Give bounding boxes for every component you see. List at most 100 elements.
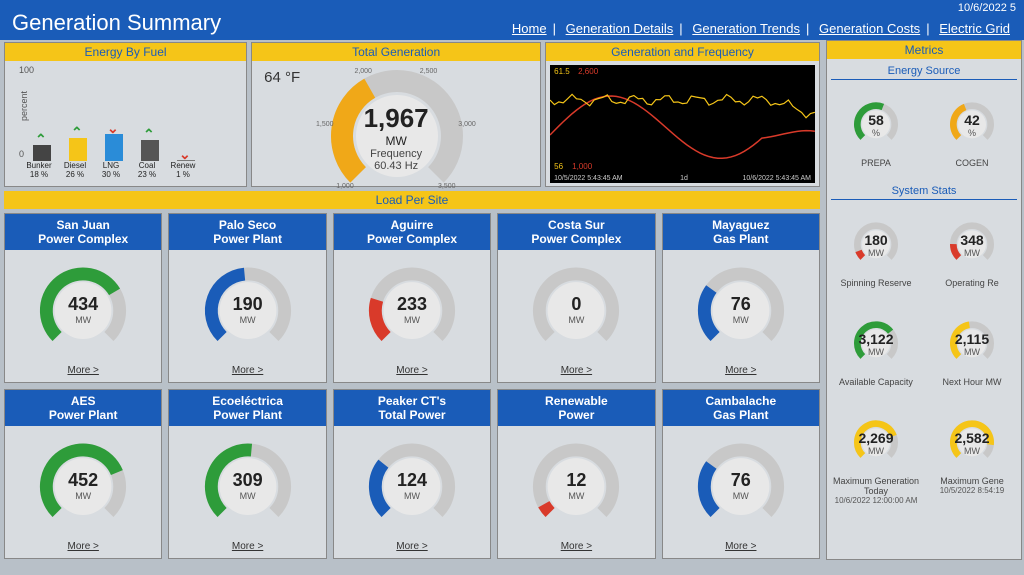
site-value: 309MW [193, 470, 303, 501]
nav-costs[interactable]: Generation Costs [819, 21, 920, 36]
fuel-bar: ⌄ [105, 134, 123, 161]
energy-bar-labels: Bunker18 %Diesel26 %LNG30 %Coal23 %Renew… [5, 161, 246, 179]
gen-freq-chart: 61.5 2,600 56 1,000 10/5/2022 5:43:45 AM… [550, 65, 815, 183]
site-title: San JuanPower Complex [5, 214, 161, 250]
site-value: 76MW [686, 470, 796, 501]
metric-gauge: 2,115MW Next Hour MW [927, 303, 1017, 398]
energy-barchart: percent 100 0 ⌃⌃⌄⌃⌄ [5, 61, 246, 161]
fuel-bar: ⌃ [141, 140, 159, 161]
total-gen-freq-label: Frequency [252, 148, 540, 160]
total-gen-title: Total Generation [252, 43, 540, 61]
site-card: CambalacheGas Plant 76MW More > [662, 389, 820, 559]
header: Generation Summary Home| Generation Deta… [0, 0, 1024, 40]
site-card: AguirrePower Complex 233MW More > [333, 213, 491, 383]
energy-source-title: Energy Source [831, 63, 1017, 80]
more-link[interactable]: More > [498, 541, 654, 552]
metric-gauge: 180MW Spinning Reserve [831, 204, 921, 299]
site-title: AESPower Plant [5, 390, 161, 426]
site-title: MayaguezGas Plant [663, 214, 819, 250]
site-value: 233MW [357, 294, 467, 325]
panel-energy-by-fuel: Energy By Fuel percent 100 0 ⌃⌃⌄⌃⌄ Bunke… [4, 42, 247, 187]
arrow-down-icon: ⌄ [179, 146, 191, 163]
more-link[interactable]: More > [663, 541, 819, 552]
metrics-title: Metrics [827, 41, 1021, 59]
total-gen-unit: MW [252, 134, 540, 148]
site-gauge: 76MW [686, 256, 796, 356]
fuel-bar: ⌄ [177, 160, 195, 161]
site-card: RenewablePower 12MW More > [497, 389, 655, 559]
gen-freq-title: Generation and Frequency [546, 43, 819, 61]
panel-gen-freq: Generation and Frequency 61.5 2,600 56 1… [545, 42, 820, 187]
fuel-bar-label: Coal23 % [133, 161, 161, 179]
site-value: 434MW [28, 294, 138, 325]
site-gauge: 0MW [521, 256, 631, 356]
site-card: AESPower Plant 452MW More > [4, 389, 162, 559]
fuel-bar: ⌃ [33, 145, 51, 161]
arrow-up-icon: ⌃ [35, 131, 47, 148]
site-title: Peaker CT'sTotal Power [334, 390, 490, 426]
site-value: 452MW [28, 470, 138, 501]
load-per-site-title: Load Per Site [4, 191, 820, 209]
fuel-bar: ⌃ [69, 138, 87, 161]
site-card: EcoeléctricaPower Plant 309MW More > [168, 389, 326, 559]
page-title: Generation Summary [12, 10, 221, 36]
site-title: RenewablePower [498, 390, 654, 426]
total-gen-value: 1,967 [252, 103, 540, 134]
energy-by-fuel-title: Energy By Fuel [5, 43, 246, 61]
fuel-bar-label: LNG30 % [97, 161, 125, 179]
nav-trends[interactable]: Generation Trends [692, 21, 800, 36]
more-link[interactable]: More > [334, 541, 490, 552]
site-value: 0MW [521, 294, 631, 325]
more-link[interactable]: More > [663, 365, 819, 376]
arrow-up-icon: ⌃ [143, 126, 155, 143]
site-value: 76MW [686, 294, 796, 325]
site-card: Palo SecoPower Plant 190MW More > [168, 213, 326, 383]
load-grid: San JuanPower Complex 434MW More > Palo … [2, 209, 822, 563]
site-value: 124MW [357, 470, 467, 501]
site-gauge: 124MW [357, 432, 467, 532]
fuel-bar-label: Renew1 % [169, 161, 197, 179]
metric-gauge: 42% COGEN [927, 84, 1017, 179]
more-link[interactable]: More > [5, 541, 161, 552]
site-card: Costa SurPower Complex 0MW More > [497, 213, 655, 383]
energy-ylabel: percent [19, 91, 29, 121]
site-card: Peaker CT'sTotal Power 124MW More > [333, 389, 491, 559]
arrow-up-icon: ⌃ [71, 124, 83, 141]
site-gauge: 434MW [28, 256, 138, 356]
more-link[interactable]: More > [169, 365, 325, 376]
nav-grid[interactable]: Electric Grid [939, 21, 1010, 36]
site-card: San JuanPower Complex 434MW More > [4, 213, 162, 383]
more-link[interactable]: More > [498, 365, 654, 376]
site-card: MayaguezGas Plant 76MW More > [662, 213, 820, 383]
more-link[interactable]: More > [5, 365, 161, 376]
site-value: 190MW [193, 294, 303, 325]
site-value: 12MW [521, 470, 631, 501]
nav-home[interactable]: Home [512, 21, 547, 36]
arrow-down-icon: ⌄ [107, 120, 119, 137]
site-gauge: 190MW [193, 256, 303, 356]
site-gauge: 233MW [357, 256, 467, 356]
site-gauge: 12MW [521, 432, 631, 532]
metric-gauge: 348MW Operating Re [927, 204, 1017, 299]
site-title: Palo SecoPower Plant [169, 214, 325, 250]
metric-gauge: 2,269MW Maximum Generation Today 10/6/20… [831, 402, 921, 497]
nav-details[interactable]: Generation Details [566, 21, 674, 36]
metric-gauge: 3,122MW Available Capacity [831, 303, 921, 398]
temperature: 64 °F [264, 69, 300, 86]
system-stats-title: System Stats [831, 183, 1017, 200]
fuel-bar-label: Diesel26 % [61, 161, 89, 179]
timestamp: 10/6/2022 5 [958, 2, 1016, 14]
more-link[interactable]: More > [334, 365, 490, 376]
total-gen-freq-value: 60.43 Hz [252, 160, 540, 172]
metric-gauge: 2,582MW Maximum Gene 10/5/2022 8:54:19 [927, 402, 1017, 497]
site-title: CambalacheGas Plant [663, 390, 819, 426]
site-gauge: 76MW [686, 432, 796, 532]
site-gauge: 309MW [193, 432, 303, 532]
panel-total-generation: Total Generation 64 °F 1,967 MW Frequenc… [251, 42, 541, 187]
site-title: AguirrePower Complex [334, 214, 490, 250]
panel-metrics: Metrics Energy Source 58% PREPA 42% COGE… [826, 40, 1022, 560]
more-link[interactable]: More > [169, 541, 325, 552]
site-title: Costa SurPower Complex [498, 214, 654, 250]
metric-gauge: 58% PREPA [831, 84, 921, 179]
nav: Home| Generation Details| Generation Tre… [510, 21, 1012, 36]
